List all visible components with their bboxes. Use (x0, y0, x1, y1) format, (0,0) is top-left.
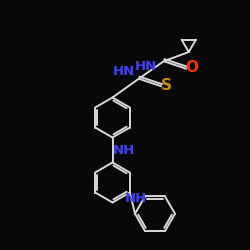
Text: NH: NH (112, 144, 135, 157)
Text: O: O (185, 60, 198, 75)
Text: S: S (161, 78, 172, 92)
Text: HN: HN (112, 65, 135, 78)
Text: HN: HN (135, 60, 158, 73)
Text: NH: NH (125, 192, 148, 205)
